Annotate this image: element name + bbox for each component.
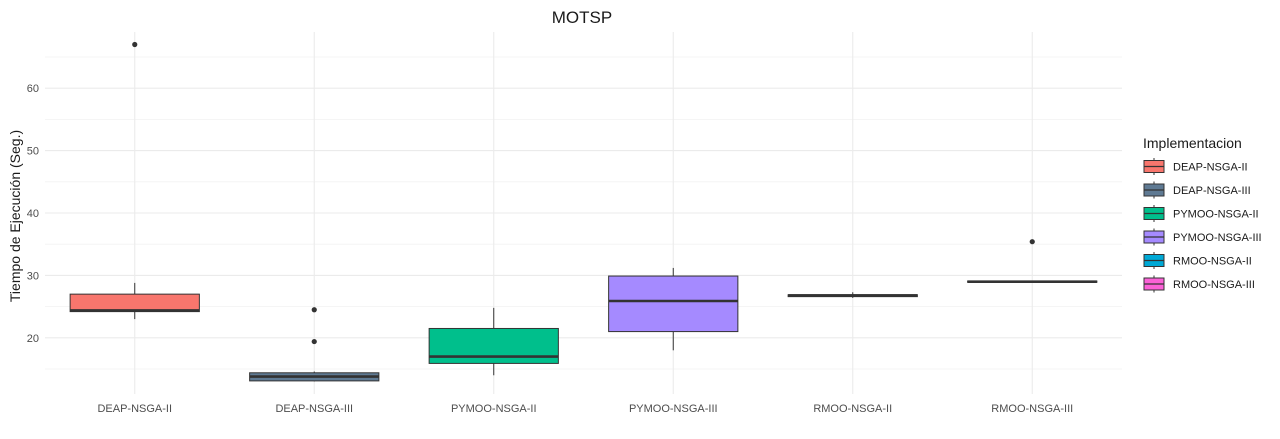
outlier-point [1029, 239, 1035, 245]
y-tick-label: 20 [27, 333, 39, 345]
outlier-point [311, 307, 317, 313]
box-rmoo-nsga-ii [787, 292, 918, 298]
box-body [608, 275, 739, 333]
outlier-point [311, 338, 317, 345]
legend: Implementacion DEAP-NSGA-II DEAP-NSGA-III… [1143, 135, 1262, 293]
x-axis-ticks: DEAP-NSGA-II DEAP-NSGA-III PYMOO-NSGA-II PY… [97, 403, 1073, 415]
box-body [428, 327, 559, 364]
chart-title: MOTSP [552, 8, 612, 27]
x-tick-label: RMOO-NSGA-II [813, 403, 892, 415]
legend-item-pymoo-nsga-ii: PYMOO-NSGA-II [1143, 205, 1259, 222]
box-rmoo-nsga-iii [967, 239, 1098, 283]
legend-label: DEAP-NSGA-III [1173, 185, 1251, 197]
y-tick-label: 60 [27, 83, 39, 95]
legend-item-rmoo-nsga-ii: RMOO-NSGA-II [1143, 252, 1252, 269]
y-axis-title: Tiempo de Ejecución (Seg.) [7, 130, 23, 302]
x-tick-label: PYMOO-NSGA-III [629, 403, 718, 415]
y-tick-label: 40 [27, 208, 39, 220]
y-tick-label: 50 [27, 146, 39, 158]
box-deap-nsga-ii [69, 41, 200, 320]
legend-label: DEAP-NSGA-II [1173, 162, 1248, 174]
box-pymoo-nsga-ii [428, 307, 559, 376]
legend-label: PYMOO-NSGA-III [1173, 232, 1262, 244]
legend-item-rmoo-nsga-iii: RMOO-NSGA-III [1143, 275, 1255, 293]
box-deap-nsga-iii [249, 307, 380, 382]
legend-label: RMOO-NSGA-II [1173, 256, 1252, 268]
plot-boxes [69, 41, 1098, 382]
legend-label: PYMOO-NSGA-II [1173, 209, 1259, 221]
legend-item-pymoo-nsga-iii: PYMOO-NSGA-III [1143, 228, 1262, 246]
x-tick-label: DEAP-NSGA-III [275, 403, 353, 415]
legend-item-deap-nsga-ii: DEAP-NSGA-II [1143, 158, 1248, 175]
y-axis-ticks: 20 30 40 50 60 [27, 83, 39, 345]
legend-label: RMOO-NSGA-III [1173, 279, 1255, 291]
legend-title: Implementacion [1143, 135, 1242, 151]
x-tick-label: DEAP-NSGA-II [97, 403, 172, 415]
plot-grid [45, 32, 1122, 394]
box-body [69, 293, 200, 313]
box-pymoo-nsga-iii [608, 267, 739, 351]
outlier-point [132, 41, 138, 48]
x-tick-label: PYMOO-NSGA-II [451, 403, 537, 415]
y-tick-label: 30 [27, 270, 39, 282]
legend-item-deap-nsga-iii: DEAP-NSGA-III [1143, 181, 1251, 199]
x-tick-label: RMOO-NSGA-III [991, 403, 1073, 415]
